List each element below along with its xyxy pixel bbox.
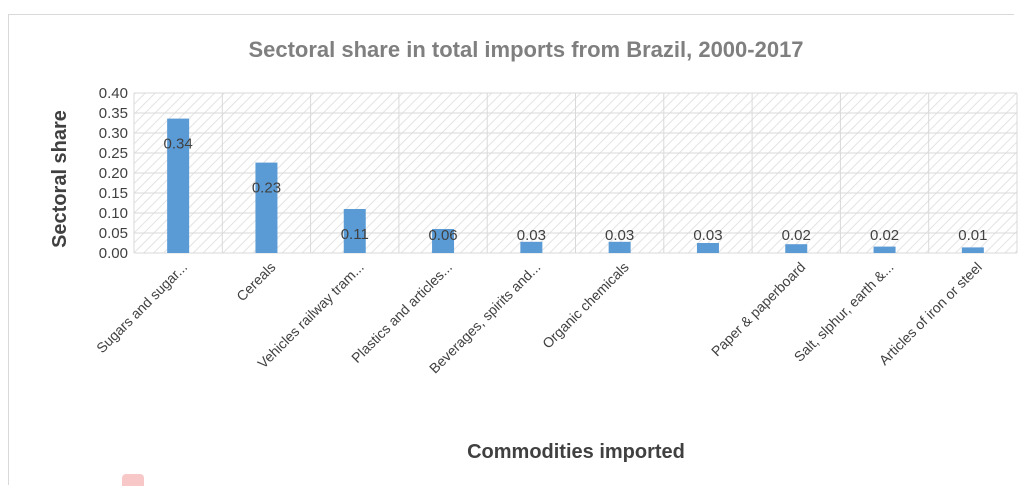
bar — [608, 241, 631, 253]
bar — [696, 243, 719, 253]
y-tick-label: 0.05 — [99, 225, 128, 242]
bar — [961, 247, 984, 253]
data-label: 0.02 — [782, 227, 811, 244]
x-axis-title: Commodities imported — [467, 441, 685, 463]
gridlines — [133, 92, 1018, 254]
x-tick-label: Plastics and articles... — [348, 259, 455, 366]
y-axis-title: Sectoral share — [49, 110, 71, 248]
data-label: 0.11 — [341, 226, 369, 243]
y-tick-label: 0.20 — [99, 165, 128, 182]
data-label: 0.03 — [693, 227, 722, 244]
chart-title: Sectoral share in total imports from Bra… — [248, 37, 803, 62]
data-label: 0.01 — [958, 227, 987, 244]
data-label: 0.03 — [517, 227, 546, 244]
x-tick-label: Paper & paperboard — [708, 259, 808, 359]
data-label: 0.23 — [252, 180, 281, 197]
bar — [343, 209, 366, 253]
bar — [255, 162, 278, 253]
y-tick-label: 0.10 — [99, 205, 128, 222]
y-axis-ticks: 0.00 0.05 0.10 0.15 0.20 0.25 0.30 0.35 0.40 — [99, 85, 128, 262]
x-tick-label: Salt, slphur, earth &... — [791, 259, 897, 365]
x-tick-label: Cereals — [233, 259, 278, 304]
x-tick-label: Sugars and sugar... — [93, 259, 190, 356]
bar-series — [167, 118, 984, 253]
y-tick-label: 0.40 — [99, 85, 128, 102]
corner-marker — [122, 474, 144, 486]
bar — [873, 246, 896, 253]
bar — [520, 241, 543, 253]
data-label: 0.03 — [605, 227, 634, 244]
y-tick-label: 0.00 — [99, 245, 128, 262]
bar — [432, 229, 455, 253]
y-tick-label: 0.25 — [99, 145, 128, 162]
x-tick-label: Articles of iron or steel — [876, 259, 985, 368]
bar — [785, 244, 808, 253]
data-label: 0.02 — [870, 227, 899, 244]
bar — [167, 118, 190, 253]
chart-frame — [8, 14, 1014, 485]
x-tick-label: Organic chemicals — [539, 259, 632, 352]
data-label: 0.06 — [428, 227, 457, 244]
y-tick-label: 0.15 — [99, 185, 128, 202]
data-label: 0.34 — [164, 136, 193, 153]
data-labels: 0.34 0.23 0.11 0.06 0.03 0.03 0.03 0.02 0.02 0.01 — [164, 136, 988, 244]
y-tick-label: 0.30 — [99, 125, 128, 142]
y-tick-label: 0.35 — [99, 105, 128, 122]
